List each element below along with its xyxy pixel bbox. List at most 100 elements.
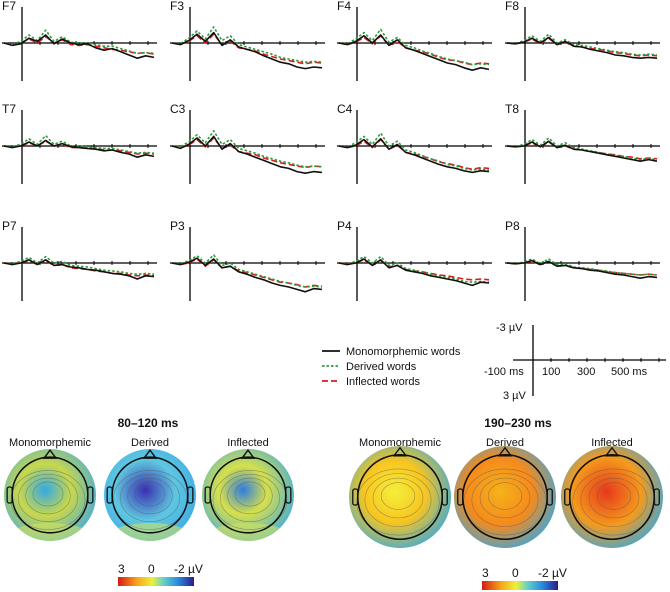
series-line-derived-words [3,29,155,55]
series-line-inflected-words [3,140,155,155]
topomap-monomorphemic [4,449,96,541]
erp-panel-p4: P4 [337,219,492,301]
nose-marker [142,448,158,459]
left-ear-marker [6,486,13,504]
topomap-label: Derived [131,437,169,449]
series-line-monomorphemic-words [506,36,658,59]
series-line-monomorphemic-words [3,139,155,158]
colorbar-label: 0 [512,566,519,580]
series-line-monomorphemic-words [506,140,658,162]
topomap-label: Monomorphemic [359,437,441,449]
erp-panel-f4: F4 [337,0,492,81]
contour-line [234,481,266,507]
left-ear-marker [106,486,113,504]
legend-label: Inflected words [346,376,420,388]
contour-line [10,470,86,530]
topomap-fill [454,446,556,548]
series-line-derived-words [3,134,155,154]
contour-line [127,477,173,515]
left-ear-marker [564,488,571,506]
scale-x-label: 100 [542,366,560,378]
right-ear-marker [285,486,292,504]
electrode-label: F8 [505,0,519,13]
series-line-inflected-words [171,137,323,169]
erp-panel-t7: T7 [2,102,157,184]
series-line-derived-words [338,255,490,283]
right-ear-marker [441,488,448,506]
electrode-label: P8 [505,219,520,233]
contour-line [134,481,166,507]
topomap-label: Inflected [591,437,633,449]
series-line-monomorphemic-words [338,258,490,287]
scale-top-label: -3 µV [496,322,523,334]
left-ear-marker [352,488,359,506]
scale-x-label: -100 ms [484,366,524,378]
erp-panel-p7: P7 [2,219,157,301]
topomap-inflected [202,449,294,541]
electrode-label: P7 [2,219,17,233]
colorbar-1: 3 0 -2 µV [118,562,203,586]
right-ear-marker [546,488,553,506]
series-line-monomorphemic-words [506,259,658,279]
nose-marker [604,446,620,457]
electrode-label: P4 [337,219,352,233]
series-line-derived-words [3,255,155,275]
series-line-derived-words [338,132,490,171]
topomap-derived [104,449,196,541]
nose-marker [42,448,58,459]
scale-x-label: 300 [577,366,595,378]
erp-panel-f8: F8 [505,0,660,81]
contour-line [25,477,71,515]
contour-line [596,482,632,510]
colorbar-label: 0 [148,562,155,576]
right-ear-marker [653,488,660,506]
topomap-group-1: 80–120 ms Monomorphemic Derived Inflected 3 0… [4,416,294,586]
contour-line [372,477,424,519]
series-line-derived-words [506,33,658,56]
topomap-label: Inflected [227,437,269,449]
series-line-inflected-words [3,35,155,55]
topomap-inflected [561,446,663,548]
nose-marker [497,446,513,457]
colorbar-gradient [482,581,558,590]
erp-panel-t8: T8 [505,102,660,184]
contour-line [364,473,432,527]
electrode-label: C3 [170,102,186,116]
electrode-label: T8 [505,102,519,116]
legend-label: Monomorphemic words [346,346,461,358]
contour-line [227,477,273,515]
contour-line [380,482,416,510]
series-line-monomorphemic-words [3,259,155,280]
nose-marker [240,448,256,459]
topomap-fill [349,446,451,548]
topomap-derived [454,446,556,548]
series-line-monomorphemic-words [171,257,323,293]
erp-panel-p3: P3 [170,219,325,301]
series-line-monomorphemic-words [338,138,490,174]
legend-label: Derived words [346,361,417,373]
erp-panel-c3: C3 [170,102,325,184]
electrode-label: T7 [2,102,16,116]
colorbar-gradient [118,577,194,586]
right-ear-marker [87,486,94,504]
series-line-derived-words [171,254,323,288]
contour-line [588,477,640,519]
electrode-label: P3 [170,219,185,233]
scale-bar: -3 µV 3 µV -100 ms 100 300 500 ms [484,322,666,402]
contour-line [212,470,288,530]
contour-line [356,468,440,536]
series-line-monomorphemic-words [171,135,323,174]
topomap-edge-tint [107,522,193,541]
electrode-label: F7 [2,0,16,13]
colorbar-2: 3 0 -2 µV [482,566,567,590]
legend: Monomorphemic words Derived words Inflecte… [322,346,461,388]
time-window-title: 80–120 ms [118,416,179,430]
contour-line [18,473,78,523]
series-line-monomorphemic-words [338,34,490,71]
contour-line [220,473,280,523]
series-line-derived-words [338,28,490,66]
series-line-derived-words [171,130,323,168]
contour-line [572,468,656,536]
topomap-monomorphemic [349,446,451,548]
erp-panel-f7: F7 [2,0,157,81]
